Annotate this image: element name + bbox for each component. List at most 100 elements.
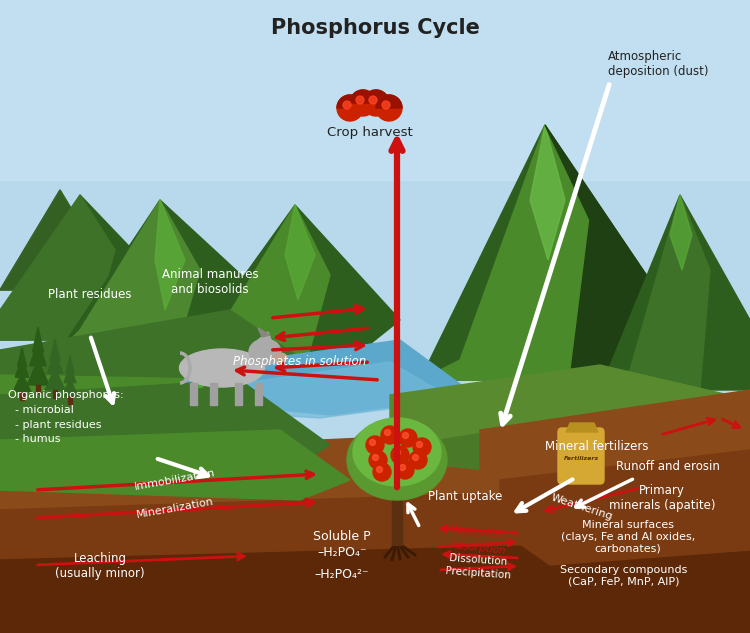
- Wedge shape: [363, 90, 389, 103]
- Text: Fertilizers: Fertilizers: [563, 456, 598, 460]
- Text: Soluble P: Soluble P: [314, 530, 370, 543]
- Ellipse shape: [249, 339, 281, 365]
- Text: –H₂PO₄²⁻: –H₂PO₄²⁻: [315, 568, 369, 581]
- Text: Plant uptake: Plant uptake: [428, 490, 502, 503]
- Text: Precipitation: Precipitation: [445, 566, 511, 580]
- Circle shape: [413, 438, 431, 456]
- Polygon shape: [420, 125, 670, 380]
- Circle shape: [394, 449, 400, 456]
- Polygon shape: [0, 540, 750, 633]
- Polygon shape: [17, 348, 26, 367]
- Circle shape: [413, 454, 419, 460]
- Polygon shape: [258, 332, 272, 342]
- Polygon shape: [285, 205, 315, 300]
- Polygon shape: [0, 420, 750, 633]
- Bar: [392, 490, 402, 545]
- Text: Animal manures
and biosolids: Animal manures and biosolids: [162, 268, 258, 296]
- Ellipse shape: [353, 418, 441, 486]
- Polygon shape: [155, 200, 185, 310]
- Bar: [190, 383, 197, 405]
- Text: Mineralization: Mineralization: [136, 496, 214, 520]
- Text: Plant residues: Plant residues: [48, 288, 132, 301]
- Polygon shape: [13, 373, 31, 392]
- Polygon shape: [600, 195, 750, 390]
- Ellipse shape: [179, 349, 265, 387]
- Ellipse shape: [196, 368, 205, 377]
- Text: Leaching
(usually minor): Leaching (usually minor): [56, 552, 145, 580]
- Polygon shape: [0, 375, 320, 415]
- Polygon shape: [0, 190, 120, 290]
- Polygon shape: [0, 190, 120, 290]
- Text: Secondary compounds
(CaP, FeP, MnP, AlP): Secondary compounds (CaP, FeP, MnP, AlP): [560, 565, 688, 587]
- Polygon shape: [62, 379, 78, 396]
- Circle shape: [363, 90, 389, 116]
- Polygon shape: [180, 205, 400, 368]
- Bar: [68, 396, 72, 404]
- Ellipse shape: [190, 373, 200, 382]
- Circle shape: [343, 101, 351, 109]
- Text: Phosphorus Cycle: Phosphorus Cycle: [271, 18, 479, 38]
- Wedge shape: [376, 95, 402, 108]
- Polygon shape: [15, 358, 28, 377]
- Circle shape: [399, 429, 417, 447]
- Circle shape: [391, 446, 409, 464]
- Text: Adsorption: Adsorption: [449, 540, 506, 556]
- Polygon shape: [30, 341, 46, 366]
- FancyBboxPatch shape: [558, 428, 604, 484]
- Polygon shape: [390, 365, 750, 450]
- Polygon shape: [60, 200, 290, 355]
- Text: Immobilization: Immobilization: [134, 468, 216, 492]
- Polygon shape: [66, 356, 74, 373]
- Polygon shape: [0, 195, 115, 340]
- Text: Mineral fertilizers: Mineral fertilizers: [545, 440, 649, 453]
- Polygon shape: [500, 450, 750, 565]
- Polygon shape: [60, 200, 200, 355]
- Polygon shape: [420, 125, 590, 380]
- Circle shape: [373, 454, 379, 460]
- Ellipse shape: [196, 379, 205, 387]
- Polygon shape: [27, 360, 49, 385]
- Polygon shape: [47, 351, 62, 373]
- Polygon shape: [0, 430, 350, 500]
- Circle shape: [409, 451, 427, 469]
- Polygon shape: [530, 125, 565, 260]
- Circle shape: [370, 439, 376, 446]
- Wedge shape: [350, 90, 376, 103]
- Bar: [0, 0, 750, 180]
- Polygon shape: [180, 205, 330, 368]
- Polygon shape: [258, 328, 270, 337]
- Circle shape: [400, 465, 406, 470]
- Polygon shape: [600, 195, 710, 390]
- Circle shape: [376, 467, 382, 472]
- Polygon shape: [32, 327, 44, 352]
- Text: Runoff and erosin: Runoff and erosin: [616, 460, 720, 473]
- Circle shape: [376, 95, 402, 121]
- Text: Phosphates in solution: Phosphates in solution: [233, 355, 367, 368]
- Polygon shape: [45, 368, 65, 390]
- Bar: [235, 383, 242, 405]
- Circle shape: [350, 90, 376, 116]
- Text: Atmospheric
deposition (dust): Atmospheric deposition (dust): [608, 50, 709, 78]
- Circle shape: [385, 430, 391, 436]
- Polygon shape: [0, 310, 310, 380]
- Text: Primary
minerals (apatite): Primary minerals (apatite): [609, 484, 715, 512]
- Polygon shape: [0, 195, 190, 340]
- Polygon shape: [440, 408, 750, 475]
- Polygon shape: [0, 485, 750, 633]
- Ellipse shape: [273, 353, 287, 363]
- Circle shape: [416, 441, 422, 448]
- Bar: [20, 392, 24, 400]
- Circle shape: [369, 96, 377, 104]
- Circle shape: [403, 432, 409, 439]
- Circle shape: [356, 96, 364, 104]
- Polygon shape: [0, 380, 330, 470]
- Polygon shape: [195, 362, 455, 418]
- Bar: [53, 390, 57, 398]
- Polygon shape: [185, 340, 475, 415]
- Bar: [255, 383, 262, 405]
- Text: Weathering: Weathering: [550, 492, 614, 522]
- Text: –H₂PO₄⁻: –H₂PO₄⁻: [317, 546, 367, 559]
- Circle shape: [373, 463, 391, 481]
- Polygon shape: [64, 366, 76, 383]
- Circle shape: [366, 436, 384, 454]
